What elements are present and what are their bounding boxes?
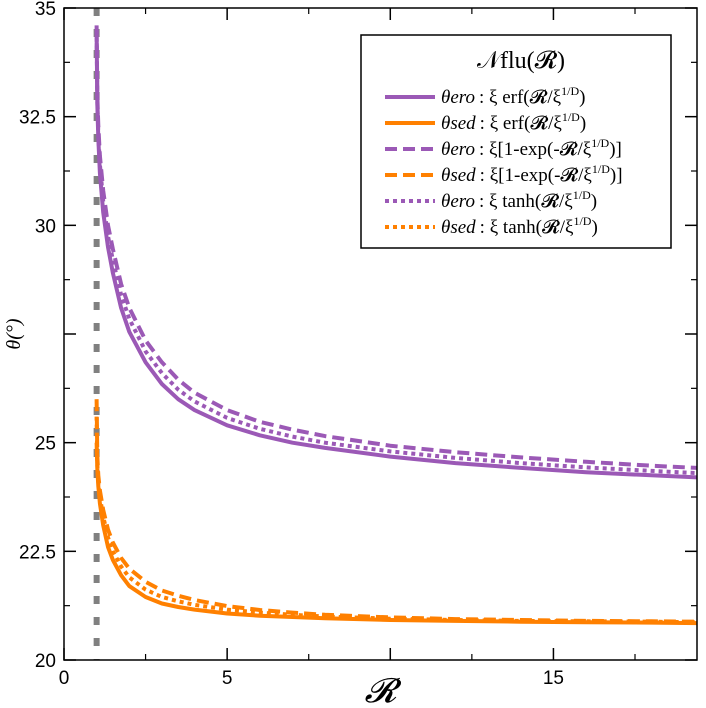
y-axis-label: θ(°): [3, 318, 25, 349]
legend: 𝒩flu(𝓡) θero: ξ erf(𝓡/ξ1/D)θsed: ξ erf(𝓡…: [360, 34, 672, 249]
x-tick-label: 5: [222, 668, 233, 689]
y-tick-label: 25: [35, 434, 56, 455]
y-tick-label: 32.5: [19, 108, 56, 129]
legend-entry-sed_erf: θsed: ξ erf(𝓡/ξ1/D): [441, 110, 586, 134]
plot-frame: [63, 7, 698, 661]
legend-entry-ero_tanh: θero: ξ tanh(𝓡/ξ1/D): [441, 188, 597, 212]
legend-entry-sed_tanh: θsed: ξ tanh(𝓡/ξ1/D): [441, 214, 598, 238]
y-tick-label: 35: [35, 0, 56, 20]
series-line-sed_tanh: [94, 416, 697, 625]
plot-area: [93, 8, 697, 660]
y-tick-label: 22.5: [19, 542, 56, 563]
legend-box: [360, 34, 672, 249]
legend-title: 𝒩flu(𝓡): [477, 48, 565, 74]
series-line-ero_tanh: [94, 29, 697, 476]
x-tick-label: 15: [543, 668, 564, 689]
series-line-ero_exp: [94, 25, 697, 470]
y-tick-label: 30: [35, 216, 56, 237]
x-axis-label: 𝓡: [365, 673, 403, 708]
series-line-sed_exp: [94, 399, 697, 624]
x-tick-label: 0: [59, 668, 70, 689]
legend-entry-sed_exp: θsed: ξ[1-exp(-𝓡/ξ1/D)]: [441, 162, 623, 186]
legend-entry-ero_exp: θero: ξ[1-exp(-𝓡/ξ1/D)]: [441, 136, 622, 160]
y-tick-label: 20: [35, 651, 56, 672]
legend-entry-ero_erf: θero: ξ erf(𝓡/ξ1/D): [441, 84, 585, 108]
